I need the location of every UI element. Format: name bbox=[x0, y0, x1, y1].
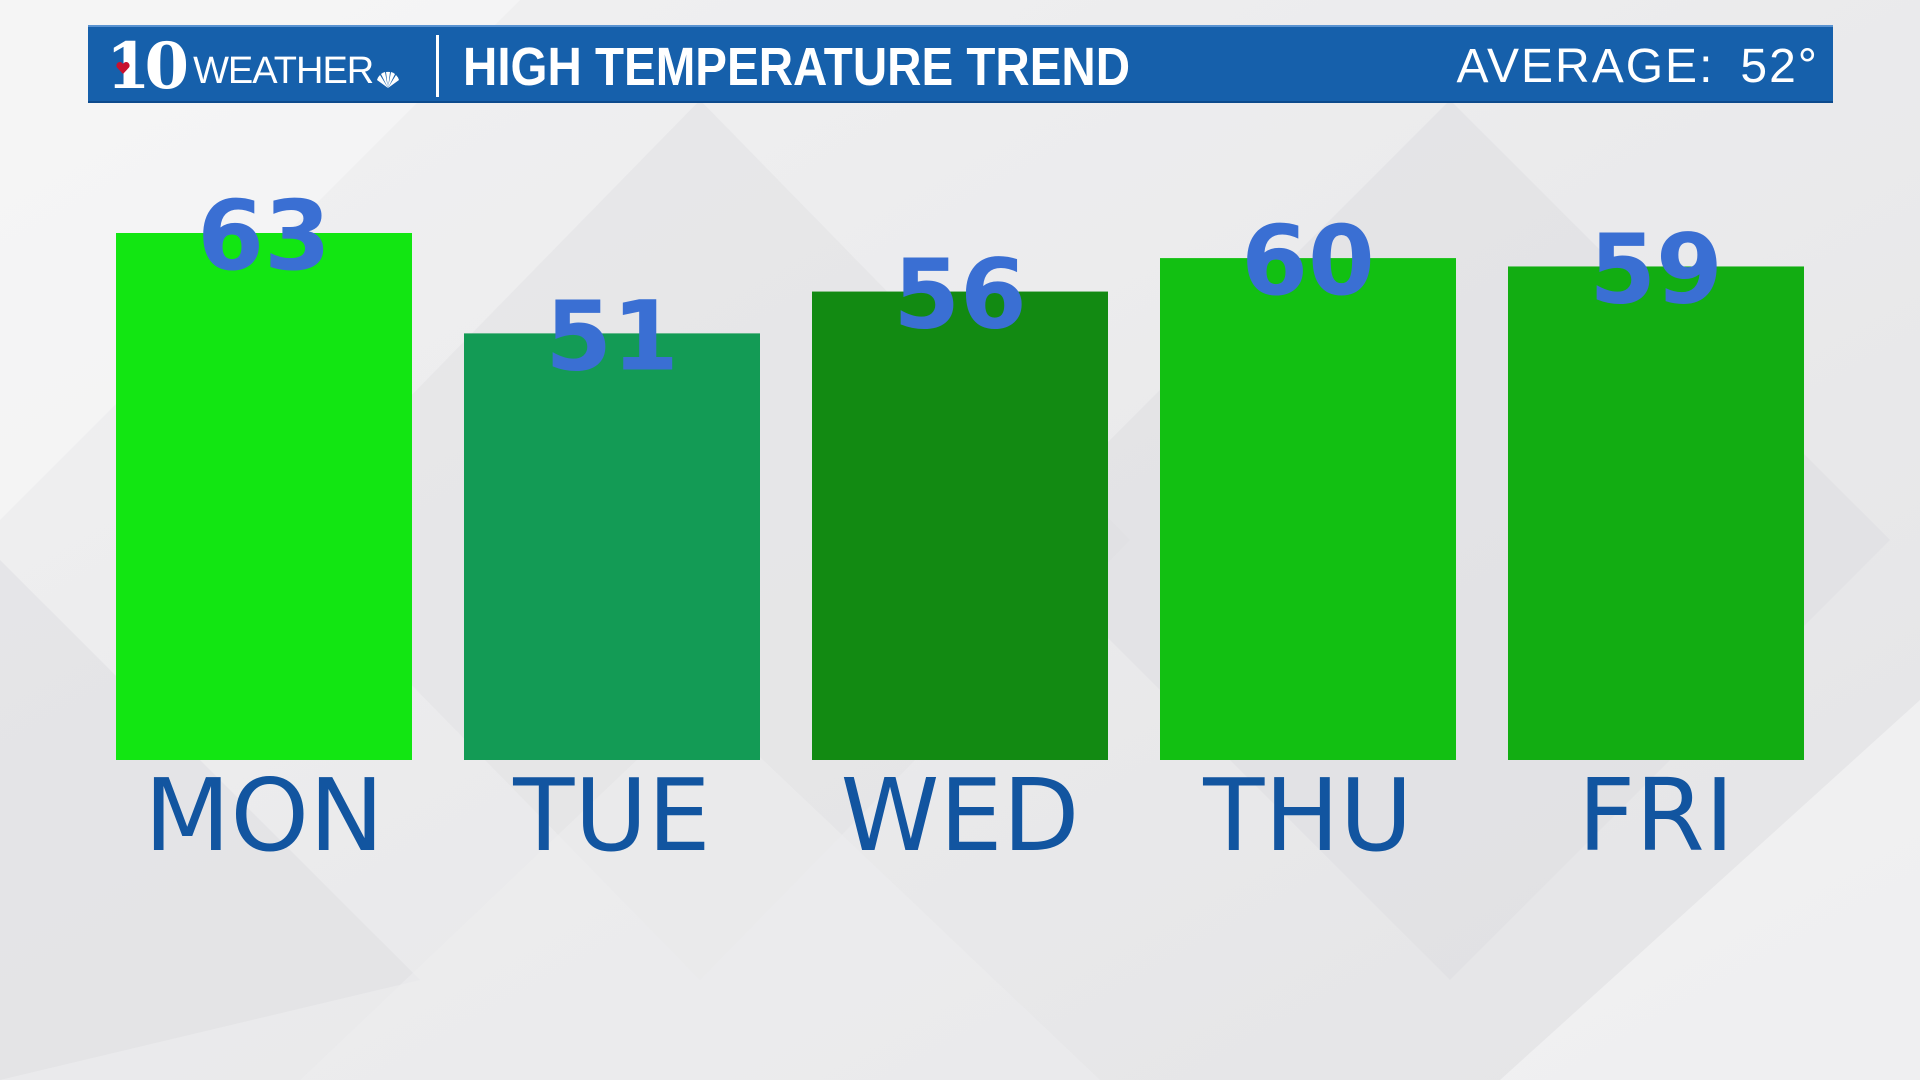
value-label-fri: 59 bbox=[1589, 213, 1723, 325]
average-value: 52° bbox=[1740, 40, 1819, 93]
peacock-icon bbox=[377, 71, 400, 88]
day-label-wed: WED bbox=[840, 757, 1079, 874]
bar-wed bbox=[812, 291, 1108, 760]
header-bar: 10 WEATHER HIGH TEMPERATURE TREND AVERAG… bbox=[88, 25, 1833, 103]
bar-thu bbox=[1160, 258, 1456, 760]
header-divider bbox=[436, 35, 439, 97]
bar-tue bbox=[464, 333, 760, 760]
logo-word: WEATHER bbox=[193, 50, 374, 92]
average-label: AVERAGE: bbox=[1456, 40, 1715, 93]
heart-icon bbox=[116, 62, 130, 74]
station-logo: 10 WEATHER bbox=[106, 31, 401, 99]
value-label-mon: 63 bbox=[197, 180, 331, 292]
day-label-fri: FRI bbox=[1578, 757, 1735, 874]
bar-fri bbox=[1508, 266, 1804, 760]
value-label-wed: 56 bbox=[893, 239, 1027, 351]
day-label-tue: TUE bbox=[512, 757, 710, 874]
value-label-tue: 51 bbox=[545, 280, 679, 392]
chart-title: HIGH TEMPERATURE TREND bbox=[463, 37, 1131, 97]
value-label-thu: 60 bbox=[1241, 205, 1375, 317]
average-readout: AVERAGE: 52° bbox=[1457, 37, 1819, 97]
bar-mon bbox=[116, 233, 412, 760]
day-label-mon: MON bbox=[144, 757, 384, 874]
day-label-thu: THU bbox=[1202, 757, 1412, 874]
